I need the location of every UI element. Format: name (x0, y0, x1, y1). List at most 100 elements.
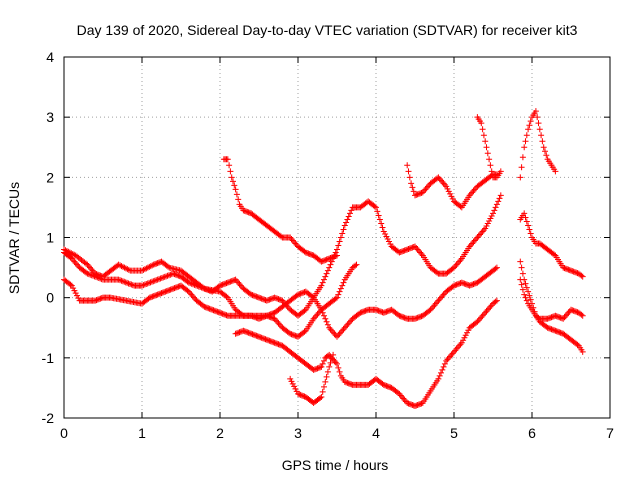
data-point (223, 280, 230, 287)
data-point (434, 175, 441, 182)
data-point (527, 118, 534, 125)
data-point (67, 254, 74, 261)
data-point (128, 281, 135, 288)
data-point (241, 328, 248, 335)
data-point (412, 192, 418, 199)
data-point (153, 277, 160, 284)
data-point (209, 306, 216, 313)
data-point (526, 122, 533, 129)
data-point (553, 313, 560, 320)
data-point (517, 258, 524, 265)
data-point (306, 251, 313, 258)
data-point (158, 274, 165, 281)
y-tick-label: 2 (46, 169, 54, 185)
y-axis-label: SDTVAR / TECUs (6, 182, 22, 294)
data-point (401, 247, 408, 254)
y-tick-label: -1 (42, 350, 55, 366)
data-point (250, 292, 257, 299)
data-point (220, 311, 227, 318)
data-point (484, 220, 491, 227)
data-point (569, 307, 576, 314)
data-point (443, 183, 450, 190)
data-point (487, 215, 494, 222)
data-point (318, 258, 325, 265)
data-point (175, 272, 182, 279)
data-point (454, 281, 461, 288)
data-point (87, 271, 94, 278)
data-point (488, 212, 495, 219)
data-point (397, 313, 404, 320)
data-point (384, 236, 391, 243)
data-point (380, 228, 387, 235)
data-point (410, 244, 417, 251)
data-point (230, 277, 236, 284)
data-point (222, 311, 229, 318)
data-point (348, 381, 355, 388)
data-point (542, 148, 548, 155)
data-point (261, 335, 268, 342)
data-point (194, 282, 201, 289)
data-point (324, 267, 331, 274)
data-point (211, 307, 218, 314)
data-point (70, 285, 77, 292)
data-point (94, 296, 101, 303)
data-point (373, 306, 379, 313)
data-point (336, 238, 343, 245)
data-point (122, 279, 129, 286)
data-point (95, 274, 102, 281)
data-point (395, 389, 402, 396)
data-point (386, 238, 392, 245)
data-point (340, 226, 347, 233)
data-point (339, 230, 346, 237)
data-point (335, 291, 342, 298)
data-point (191, 281, 198, 288)
data-point (147, 279, 154, 286)
data-point (518, 264, 525, 271)
data-point (328, 355, 335, 362)
data-point (497, 168, 504, 175)
data-point (397, 249, 404, 256)
data-point (413, 191, 420, 198)
data-point (344, 379, 351, 386)
data-point (220, 281, 227, 288)
data-point (530, 304, 537, 311)
data-point (324, 368, 331, 375)
data-point (165, 272, 172, 279)
data-point (345, 213, 352, 220)
data-point (336, 368, 343, 375)
data-point (471, 280, 478, 287)
data-point (436, 372, 443, 379)
data-point (249, 292, 256, 299)
data-point (172, 284, 179, 291)
data-point (254, 294, 261, 301)
data-point (525, 222, 532, 229)
data-point (337, 234, 344, 241)
data-point (271, 339, 278, 346)
data-point (267, 338, 274, 345)
data-point (217, 282, 223, 289)
data-point (117, 277, 124, 284)
data-point (405, 400, 412, 407)
data-point (322, 273, 329, 280)
data-point (155, 291, 162, 298)
data-point (92, 297, 99, 304)
data-point (482, 225, 489, 232)
data-point (551, 251, 558, 258)
data-point (237, 328, 244, 335)
data-point (469, 281, 476, 288)
data-point (527, 230, 534, 237)
data-point (544, 324, 551, 331)
data-point (217, 309, 223, 316)
data-point (275, 341, 282, 348)
data-point (466, 282, 473, 289)
data-point (452, 282, 459, 289)
data-point (323, 373, 330, 380)
data-point (540, 144, 547, 151)
data-point (257, 295, 264, 302)
data-point (382, 382, 389, 389)
data-point (573, 308, 580, 315)
data-point (332, 253, 339, 260)
x-tick-label: 3 (294, 425, 302, 441)
data-point (224, 279, 231, 286)
data-point (434, 269, 441, 276)
